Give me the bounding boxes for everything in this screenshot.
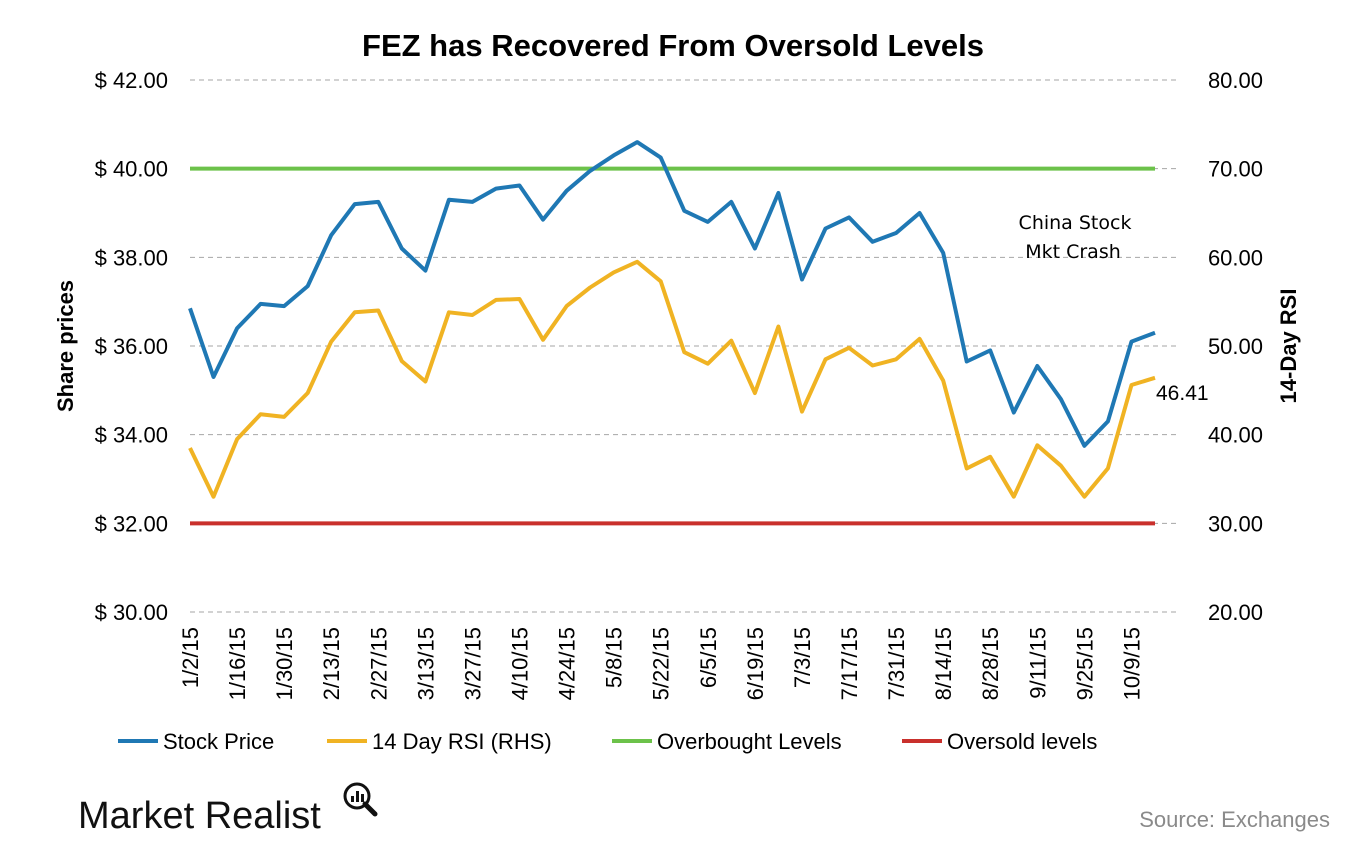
chart-title: FEZ has Recovered From Oversold Levels bbox=[362, 28, 984, 63]
x-tick-label: 3/13/15 bbox=[413, 627, 438, 700]
legend-label-rsi: 14 Day RSI (RHS) bbox=[372, 729, 552, 754]
y-tick-label: $ 38.00 bbox=[95, 245, 168, 270]
x-tick-label: 10/9/15 bbox=[1119, 627, 1144, 700]
rsi-last-value-label: 46.41 bbox=[1156, 382, 1209, 405]
brand-logo: Market Realist bbox=[78, 782, 378, 837]
x-tick-label: 8/28/15 bbox=[978, 627, 1003, 700]
annotation-line-2: Mkt Crash bbox=[1025, 241, 1121, 263]
legend-label-stock-price: Stock Price bbox=[163, 729, 274, 754]
x-tick-label: 6/19/15 bbox=[743, 627, 768, 700]
x-tick-label: 2/27/15 bbox=[366, 627, 391, 700]
legend-label-overbought: Overbought Levels bbox=[657, 729, 842, 754]
magnifier-icon bbox=[343, 782, 378, 817]
series-lines bbox=[188, 140, 1156, 526]
x-axis: 1/2/15 1/16/15 1/30/15 2/13/15 2/27/15 3/13/1… bbox=[178, 627, 1144, 700]
x-tick-label: 4/10/15 bbox=[508, 627, 533, 700]
y2-tick-label: 30.00 bbox=[1208, 511, 1263, 536]
y-tick-label: $ 32.00 bbox=[95, 511, 168, 536]
x-tick-label: 1/2/15 bbox=[178, 627, 203, 688]
y-tick-label: $ 42.00 bbox=[95, 68, 168, 93]
annotation-line-1: China Stock bbox=[1019, 212, 1132, 234]
y-tick-label: $ 36.00 bbox=[95, 334, 168, 359]
x-tick-label: 2/13/15 bbox=[319, 627, 344, 700]
x-tick-label: 7/31/15 bbox=[884, 627, 909, 700]
y-tick-label: $ 30.00 bbox=[95, 600, 168, 625]
series-rsi-line bbox=[188, 259, 1156, 499]
x-tick-label: 8/14/15 bbox=[931, 627, 956, 700]
y2-tick-label: 70.00 bbox=[1208, 157, 1263, 182]
gridlines bbox=[190, 79, 1180, 613]
x-tick-label: 1/30/15 bbox=[272, 627, 297, 700]
x-tick-label: 5/22/15 bbox=[649, 627, 674, 700]
y2-axis-title: 14-Day RSI bbox=[1276, 289, 1301, 404]
legend: Stock Price 14 Day RSI (RHS) Overbought … bbox=[118, 729, 1097, 754]
y2-tick-label: 50.00 bbox=[1208, 334, 1263, 359]
x-tick-label: 1/16/15 bbox=[225, 627, 250, 700]
x-tick-label: 7/17/15 bbox=[837, 627, 862, 700]
y2-tick-label: 80.00 bbox=[1208, 68, 1263, 93]
y-axis-left: $ 30.00 $ 32.00 $ 34.00 $ 36.00 $ 38.00 $ 40.… bbox=[95, 68, 168, 625]
x-tick-label: 6/5/15 bbox=[696, 627, 721, 688]
x-tick-label: 7/3/15 bbox=[790, 627, 815, 688]
y2-tick-label: 20.00 bbox=[1208, 600, 1263, 625]
y2-tick-label: 60.00 bbox=[1208, 245, 1263, 270]
x-tick-label: 5/8/15 bbox=[602, 627, 627, 688]
y2-tick-label: 40.00 bbox=[1208, 423, 1263, 448]
x-tick-label: 3/27/15 bbox=[460, 627, 485, 700]
y-tick-label: $ 40.00 bbox=[95, 157, 168, 182]
x-tick-label: 4/24/15 bbox=[555, 627, 580, 700]
legend-label-oversold: Oversold levels bbox=[947, 729, 1097, 754]
x-tick-label: 9/25/15 bbox=[1072, 627, 1097, 700]
x-tick-label: 9/11/15 bbox=[1025, 627, 1050, 699]
y-axis-right: 20.00 30.00 40.00 50.00 60.00 70.00 80.00 bbox=[1208, 68, 1263, 625]
series-stock-price-line bbox=[188, 140, 1156, 448]
y-tick-label: $ 34.00 bbox=[95, 423, 168, 448]
brand-name: Market Realist bbox=[78, 795, 321, 837]
source-note: Source: Exchanges bbox=[1139, 807, 1330, 832]
y-axis-title: Share prices bbox=[53, 280, 78, 412]
